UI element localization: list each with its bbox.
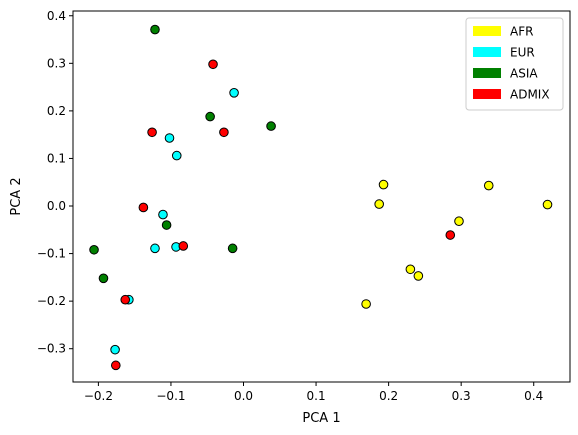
data-point-asia <box>89 244 99 255</box>
data-point-admix <box>178 241 189 251</box>
data-point-eur <box>110 344 120 355</box>
legend-swatch-eur <box>473 47 501 57</box>
y-tick-label: −0.3 <box>37 342 66 356</box>
data-point-admix <box>120 294 131 305</box>
data-point-eur <box>164 133 175 143</box>
data-point-admix <box>138 202 149 213</box>
data-point-admix <box>147 127 157 138</box>
y-tick-label: 0.2 <box>47 104 66 118</box>
axes-layer: −0.2 −0.1 0.0 0.1 0.2 0.3 0.4 −0.3 −0.2 −0.1 0.0 0.… <box>37 9 571 403</box>
y-tick-label: 0.0 <box>47 199 66 213</box>
y-tick-label: 0.1 <box>47 151 66 165</box>
points-layer <box>89 24 553 371</box>
data-point-asia <box>150 24 160 35</box>
x-tick-label: −0.2 <box>84 389 113 403</box>
data-point-eur <box>150 243 160 254</box>
data-point-afr <box>454 216 464 227</box>
data-point-afr <box>542 199 553 210</box>
legend-frame <box>465 17 564 111</box>
x-tick-label: 0.2 <box>379 389 398 403</box>
legend-swatch-admix <box>473 89 501 99</box>
data-point-asia <box>227 243 238 254</box>
x-tick-label: −0.1 <box>156 389 185 403</box>
plot-frame <box>72 10 571 383</box>
data-point-eur <box>229 88 239 98</box>
legend: AFR EUR ASIA ADMIX <box>465 17 564 111</box>
data-point-afr <box>378 179 389 190</box>
legend-label-afr: AFR <box>510 25 533 39</box>
x-tick-label: 0.3 <box>452 389 471 403</box>
data-point-admix <box>219 127 229 138</box>
legend-label-eur: EUR <box>510 46 535 60</box>
data-point-afr <box>405 264 416 275</box>
x-tick-label: 0.4 <box>524 389 543 403</box>
data-point-asia <box>161 220 172 230</box>
x-tick-label: 0.0 <box>234 389 253 403</box>
data-point-afr <box>361 299 371 309</box>
data-point-eur <box>158 209 168 220</box>
data-point-eur <box>171 150 182 161</box>
y-tick-label: −0.1 <box>37 247 66 261</box>
legend-label-admix: ADMIX <box>510 88 550 102</box>
data-point-asia <box>98 273 109 284</box>
data-point-asia <box>205 111 215 122</box>
data-point-afr <box>374 199 384 209</box>
legend-swatch-afr <box>473 26 501 36</box>
data-point-admix <box>208 59 218 70</box>
x-axis-label: PCA 1 <box>302 411 340 426</box>
data-point-admix <box>445 230 456 240</box>
y-axis-label: PCA 2 <box>9 177 24 215</box>
legend-label-asia: ASIA <box>510 67 538 81</box>
data-point-afr <box>413 271 424 281</box>
x-tick-label: 0.1 <box>307 389 326 403</box>
data-point-asia <box>266 121 276 131</box>
legend-swatch-asia <box>473 68 501 78</box>
data-point-afr <box>483 180 494 191</box>
y-tick-label: 0.3 <box>47 56 66 70</box>
y-tick-label: 0.4 <box>47 9 66 23</box>
data-point-admix <box>111 360 121 371</box>
y-tick-label: −0.2 <box>37 294 66 308</box>
